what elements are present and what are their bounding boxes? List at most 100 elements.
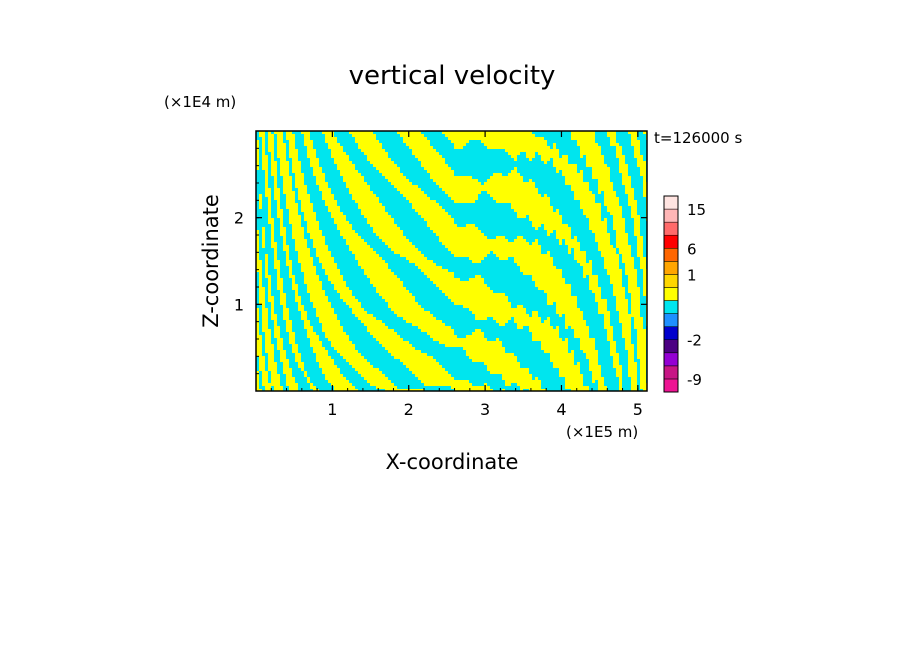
field-cell	[265, 335, 268, 338]
field-cell	[547, 275, 550, 278]
field-cell	[343, 281, 346, 284]
field-cell	[595, 293, 598, 296]
field-cell	[388, 230, 391, 233]
field-cell	[352, 236, 355, 239]
field-cell	[271, 158, 274, 161]
field-cell	[589, 203, 592, 206]
field-cell	[379, 215, 382, 218]
field-cell	[322, 311, 325, 314]
field-cell	[280, 350, 283, 353]
field-cell	[499, 143, 502, 146]
field-cell	[442, 323, 445, 326]
field-cell	[280, 209, 283, 212]
field-cell	[424, 272, 427, 275]
field-cell	[427, 206, 430, 209]
field-cell	[397, 251, 400, 254]
field-cell	[370, 317, 373, 320]
field-cell	[268, 329, 271, 332]
field-cell	[283, 179, 286, 182]
field-cell	[409, 200, 412, 203]
field-cell	[562, 341, 565, 344]
field-cell	[292, 215, 295, 218]
field-cell	[601, 173, 604, 176]
field-cell	[523, 239, 526, 242]
field-cell	[286, 185, 289, 188]
field-cell	[511, 179, 514, 182]
field-cell	[343, 233, 346, 236]
field-cell	[589, 197, 592, 200]
field-cell	[589, 341, 592, 344]
field-cell	[505, 239, 508, 242]
field-cell	[340, 152, 343, 155]
field-cell	[574, 164, 577, 167]
field-cell	[337, 320, 340, 323]
field-cell	[562, 344, 565, 347]
field-cell	[430, 167, 433, 170]
field-cell	[313, 164, 316, 167]
field-cell	[370, 212, 373, 215]
field-cell	[547, 263, 550, 266]
field-cell	[583, 323, 586, 326]
field-cell	[268, 341, 271, 344]
field-cell	[454, 293, 457, 296]
field-cell	[316, 179, 319, 182]
field-cell	[355, 137, 358, 140]
field-cell	[475, 275, 478, 278]
field-cell	[442, 209, 445, 212]
field-cell	[433, 209, 436, 212]
field-cell	[529, 149, 532, 152]
field-cell	[361, 149, 364, 152]
field-cell	[598, 191, 601, 194]
field-cell	[385, 242, 388, 245]
field-cell	[436, 158, 439, 161]
field-cell	[358, 254, 361, 257]
field-cell	[352, 176, 355, 179]
field-cell	[277, 197, 280, 200]
field-cell	[508, 308, 511, 311]
field-cell	[430, 275, 433, 278]
field-cell	[445, 173, 448, 176]
field-cell	[457, 137, 460, 140]
field-cell	[445, 167, 448, 170]
field-cell	[286, 200, 289, 203]
field-cell	[610, 209, 613, 212]
field-cell	[376, 197, 379, 200]
field-cell	[310, 206, 313, 209]
field-cell	[469, 248, 472, 251]
field-cell	[280, 347, 283, 350]
field-cell	[568, 170, 571, 173]
field-cell	[541, 278, 544, 281]
field-cell	[370, 191, 373, 194]
field-cell	[478, 305, 481, 308]
field-cell	[346, 356, 349, 359]
field-cell	[367, 248, 370, 251]
field-cell	[511, 203, 514, 206]
field-cell	[553, 281, 556, 284]
field-cell	[370, 203, 373, 206]
field-cell	[298, 260, 301, 263]
field-cell	[577, 137, 580, 140]
field-cell	[259, 296, 262, 299]
field-cell	[607, 257, 610, 260]
field-cell	[433, 218, 436, 221]
field-cell	[604, 242, 607, 245]
field-cell	[595, 233, 598, 236]
field-cell	[586, 143, 589, 146]
field-cell	[550, 263, 553, 266]
field-cell	[415, 356, 418, 359]
field-cell	[601, 167, 604, 170]
field-cell	[283, 356, 286, 359]
field-cell	[259, 299, 262, 302]
field-cell	[511, 206, 514, 209]
field-cell	[433, 164, 436, 167]
field-cell	[412, 152, 415, 155]
field-cell	[388, 341, 391, 344]
field-cell	[268, 191, 271, 194]
field-cell	[550, 281, 553, 284]
field-cell	[601, 155, 604, 158]
field-cell	[319, 257, 322, 260]
field-cell	[616, 218, 619, 221]
field-cell	[586, 215, 589, 218]
field-cell	[439, 161, 442, 164]
field-cell	[424, 215, 427, 218]
